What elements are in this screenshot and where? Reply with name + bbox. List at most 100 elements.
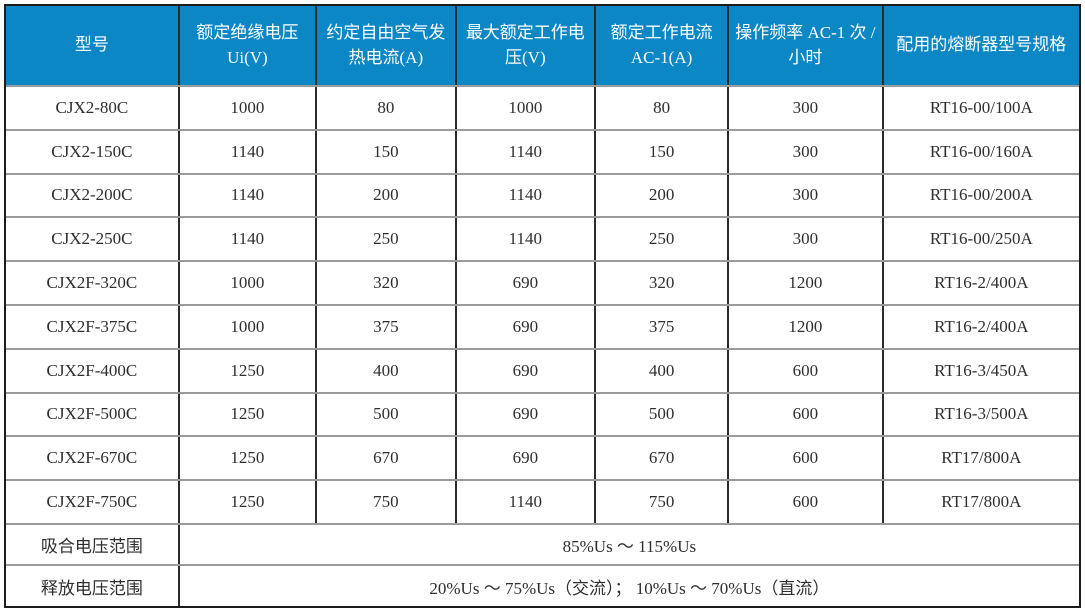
value-cell: 250: [594, 216, 730, 263]
model-cell: CJX2F-500C: [6, 391, 180, 438]
value-cell: 200: [594, 172, 730, 219]
value-cell: 150: [594, 128, 730, 175]
value-cell: 300: [727, 172, 884, 219]
model-cell: CJX2-150C: [6, 128, 180, 175]
header-cell-fuse-spec: 配用的熔断器型号规格: [881, 6, 1079, 87]
table-row: CJX2F-670C 1250 670 690 670 600 RT17/800A: [6, 435, 1079, 482]
value-cell: 1250: [177, 435, 318, 482]
value-cell: 1000: [177, 85, 318, 131]
value-cell: RT17/800A: [881, 435, 1079, 482]
value-cell: 690: [454, 303, 597, 350]
value-cell: RT16-00/200A: [881, 172, 1079, 219]
value-cell: 1200: [727, 303, 884, 350]
header-cell-model: 型号: [6, 6, 180, 87]
value-cell: 150: [315, 128, 457, 175]
value-cell: 375: [315, 303, 457, 350]
value-cell: 690: [454, 347, 597, 394]
value-cell: 500: [594, 391, 730, 438]
value-cell: 600: [727, 347, 884, 394]
model-cell: CJX2F-400C: [6, 347, 180, 394]
value-cell: RT16-2/400A: [881, 260, 1079, 306]
release-voltage-value: 20%Us ～ 75%Us（交流）； 10%Us ～ 70%Us（直流）: [177, 564, 1079, 606]
value-cell: 300: [727, 216, 884, 263]
value-cell: 1140: [454, 128, 597, 175]
value-cell: RT16-3/500A: [881, 391, 1079, 438]
header-cell-operating-frequency: 操作频率 AC-1 次 / 小时: [727, 6, 884, 87]
value-cell: 1140: [454, 479, 597, 525]
value-cell: 1140: [177, 216, 318, 263]
value-cell: 80: [594, 85, 730, 131]
table-footer: 吸合电压范围 85%Us ～ 115%Us 释放电压范围 20%Us ～ 75%…: [6, 523, 1079, 606]
value-cell: 690: [454, 435, 597, 482]
pickup-voltage-row: 吸合电压范围 85%Us ～ 115%Us: [6, 523, 1079, 566]
value-cell: RT16-00/100A: [881, 85, 1079, 131]
model-cell: CJX2-80C: [6, 85, 180, 131]
table-row: CJX2F-500C 1250 500 690 500 600 RT16-3/500A: [6, 391, 1079, 438]
release-voltage-label: 释放电压范围: [6, 564, 180, 606]
value-cell: 400: [594, 347, 730, 394]
value-cell: 200: [315, 172, 457, 219]
value-cell: 80: [315, 85, 457, 131]
table-row: CJX2-80C 1000 80 1000 80 300 RT16-00/100A: [6, 85, 1079, 131]
value-cell: 1140: [177, 172, 318, 219]
value-cell: 600: [727, 479, 884, 525]
value-cell: 1250: [177, 479, 318, 525]
pickup-voltage-value: 85%Us ～ 115%Us: [177, 523, 1079, 566]
table-row: CJX2F-750C 1250 750 1140 750 600 RT17/800A: [6, 479, 1079, 525]
model-cell: CJX2F-320C: [6, 260, 180, 306]
value-cell: 1140: [177, 128, 318, 175]
value-cell: 320: [594, 260, 730, 306]
header-cell-working-current: 额定工作电流 AC-1(A): [594, 6, 730, 87]
table-row: CJX2-150C 1140 150 1140 150 300 RT16-00/160A: [6, 128, 1079, 175]
value-cell: 1200: [727, 260, 884, 306]
header-row: 型号 额定绝缘电压 Ui(V) 约定自由空气发热电流(A) 最大额定工作电压(V…: [6, 6, 1079, 87]
model-cell: CJX2F-670C: [6, 435, 180, 482]
value-cell: 1000: [454, 85, 597, 131]
value-cell: 1140: [454, 216, 597, 263]
value-cell: 400: [315, 347, 457, 394]
value-cell: 690: [454, 391, 597, 438]
value-cell: 600: [727, 435, 884, 482]
value-cell: 1140: [454, 172, 597, 219]
value-cell: 690: [454, 260, 597, 306]
value-cell: 1250: [177, 391, 318, 438]
value-cell: 1250: [177, 347, 318, 394]
value-cell: 600: [727, 391, 884, 438]
value-cell: 300: [727, 85, 884, 131]
value-cell: 300: [727, 128, 884, 175]
value-cell: RT16-00/250A: [881, 216, 1079, 263]
table-row: CJX2-200C 1140 200 1140 200 300 RT16-00/200A: [6, 172, 1079, 219]
model-cell: CJX2-200C: [6, 172, 180, 219]
header-cell-thermal-current: 约定自由空气发热电流(A): [315, 6, 457, 87]
value-cell: 670: [315, 435, 457, 482]
value-cell: 670: [594, 435, 730, 482]
header-cell-insulation-voltage: 额定绝缘电压 Ui(V): [177, 6, 318, 87]
model-cell: CJX2-250C: [6, 216, 180, 263]
value-cell: RT16-3/450A: [881, 347, 1079, 394]
header-cell-max-working-voltage: 最大额定工作电压(V): [454, 6, 597, 87]
model-cell: CJX2F-750C: [6, 479, 180, 525]
value-cell: 375: [594, 303, 730, 350]
value-cell: RT17/800A: [881, 479, 1079, 525]
value-cell: 750: [594, 479, 730, 525]
value-cell: 500: [315, 391, 457, 438]
release-voltage-row: 释放电压范围 20%Us ～ 75%Us（交流）； 10%Us ～ 70%Us（…: [6, 564, 1079, 606]
spec-table-frame: 型号 额定绝缘电压 Ui(V) 约定自由空气发热电流(A) 最大额定工作电压(V…: [4, 4, 1081, 608]
value-cell: 250: [315, 216, 457, 263]
value-cell: 750: [315, 479, 457, 525]
value-cell: 1000: [177, 260, 318, 306]
table-header: 型号 额定绝缘电压 Ui(V) 约定自由空气发热电流(A) 最大额定工作电压(V…: [6, 6, 1079, 87]
table-row: CJX2F-400C 1250 400 690 400 600 RT16-3/450A: [6, 347, 1079, 394]
table-body: CJX2-80C 1000 80 1000 80 300 RT16-00/100A CJX2-…: [6, 85, 1079, 525]
table-row: CJX2-250C 1140 250 1140 250 300 RT16-00/250A: [6, 216, 1079, 263]
value-cell: 320: [315, 260, 457, 306]
pickup-voltage-label: 吸合电压范围: [6, 523, 180, 566]
model-cell: CJX2F-375C: [6, 303, 180, 350]
table-row: CJX2F-320C 1000 320 690 320 1200 RT16-2/400A: [6, 260, 1079, 306]
contactor-spec-table: 型号 额定绝缘电压 Ui(V) 约定自由空气发热电流(A) 最大额定工作电压(V…: [6, 6, 1079, 606]
table-row: CJX2F-375C 1000 375 690 375 1200 RT16-2/400A: [6, 303, 1079, 350]
value-cell: RT16-00/160A: [881, 128, 1079, 175]
value-cell: 1000: [177, 303, 318, 350]
value-cell: RT16-2/400A: [881, 303, 1079, 350]
